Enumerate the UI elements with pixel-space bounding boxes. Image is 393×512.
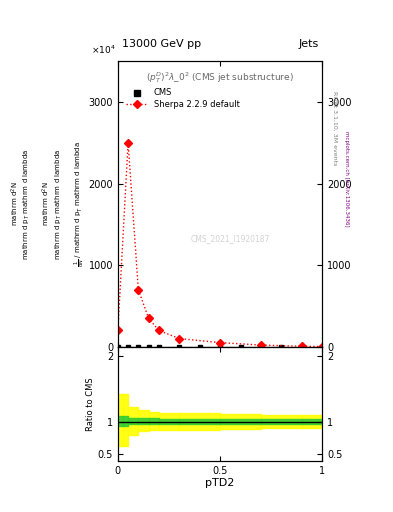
Text: Jets: Jets: [298, 38, 318, 49]
Text: CMS_2021_I1920187: CMS_2021_I1920187: [191, 234, 270, 243]
Text: Rivet 3.1.10, 3M events: Rivet 3.1.10, 3M events: [332, 91, 337, 165]
Text: $(p_T^D)^2\lambda\_0^2$ (CMS jet substructure): $(p_T^D)^2\lambda\_0^2$ (CMS jet substru…: [146, 70, 294, 85]
Text: $\times10^4$: $\times10^4$: [91, 44, 116, 56]
X-axis label: pTD2: pTD2: [206, 478, 235, 488]
Text: 13000 GeV pp: 13000 GeV pp: [122, 38, 201, 49]
Y-axis label: Ratio to CMS: Ratio to CMS: [86, 377, 95, 431]
Y-axis label: mathrm d$^2$N
mathrm d p$_T$ mathrm d lambda

mathrm d$^2$N
mathrm d p$_T$ mathr: mathrm d$^2$N mathrm d p$_T$ mathrm d la…: [9, 141, 87, 267]
Legend: CMS, Sherpa 2.2.9 default: CMS, Sherpa 2.2.9 default: [126, 89, 239, 109]
Text: mcplots.cern.ch [arXiv:1306.3436]: mcplots.cern.ch [arXiv:1306.3436]: [344, 132, 349, 227]
